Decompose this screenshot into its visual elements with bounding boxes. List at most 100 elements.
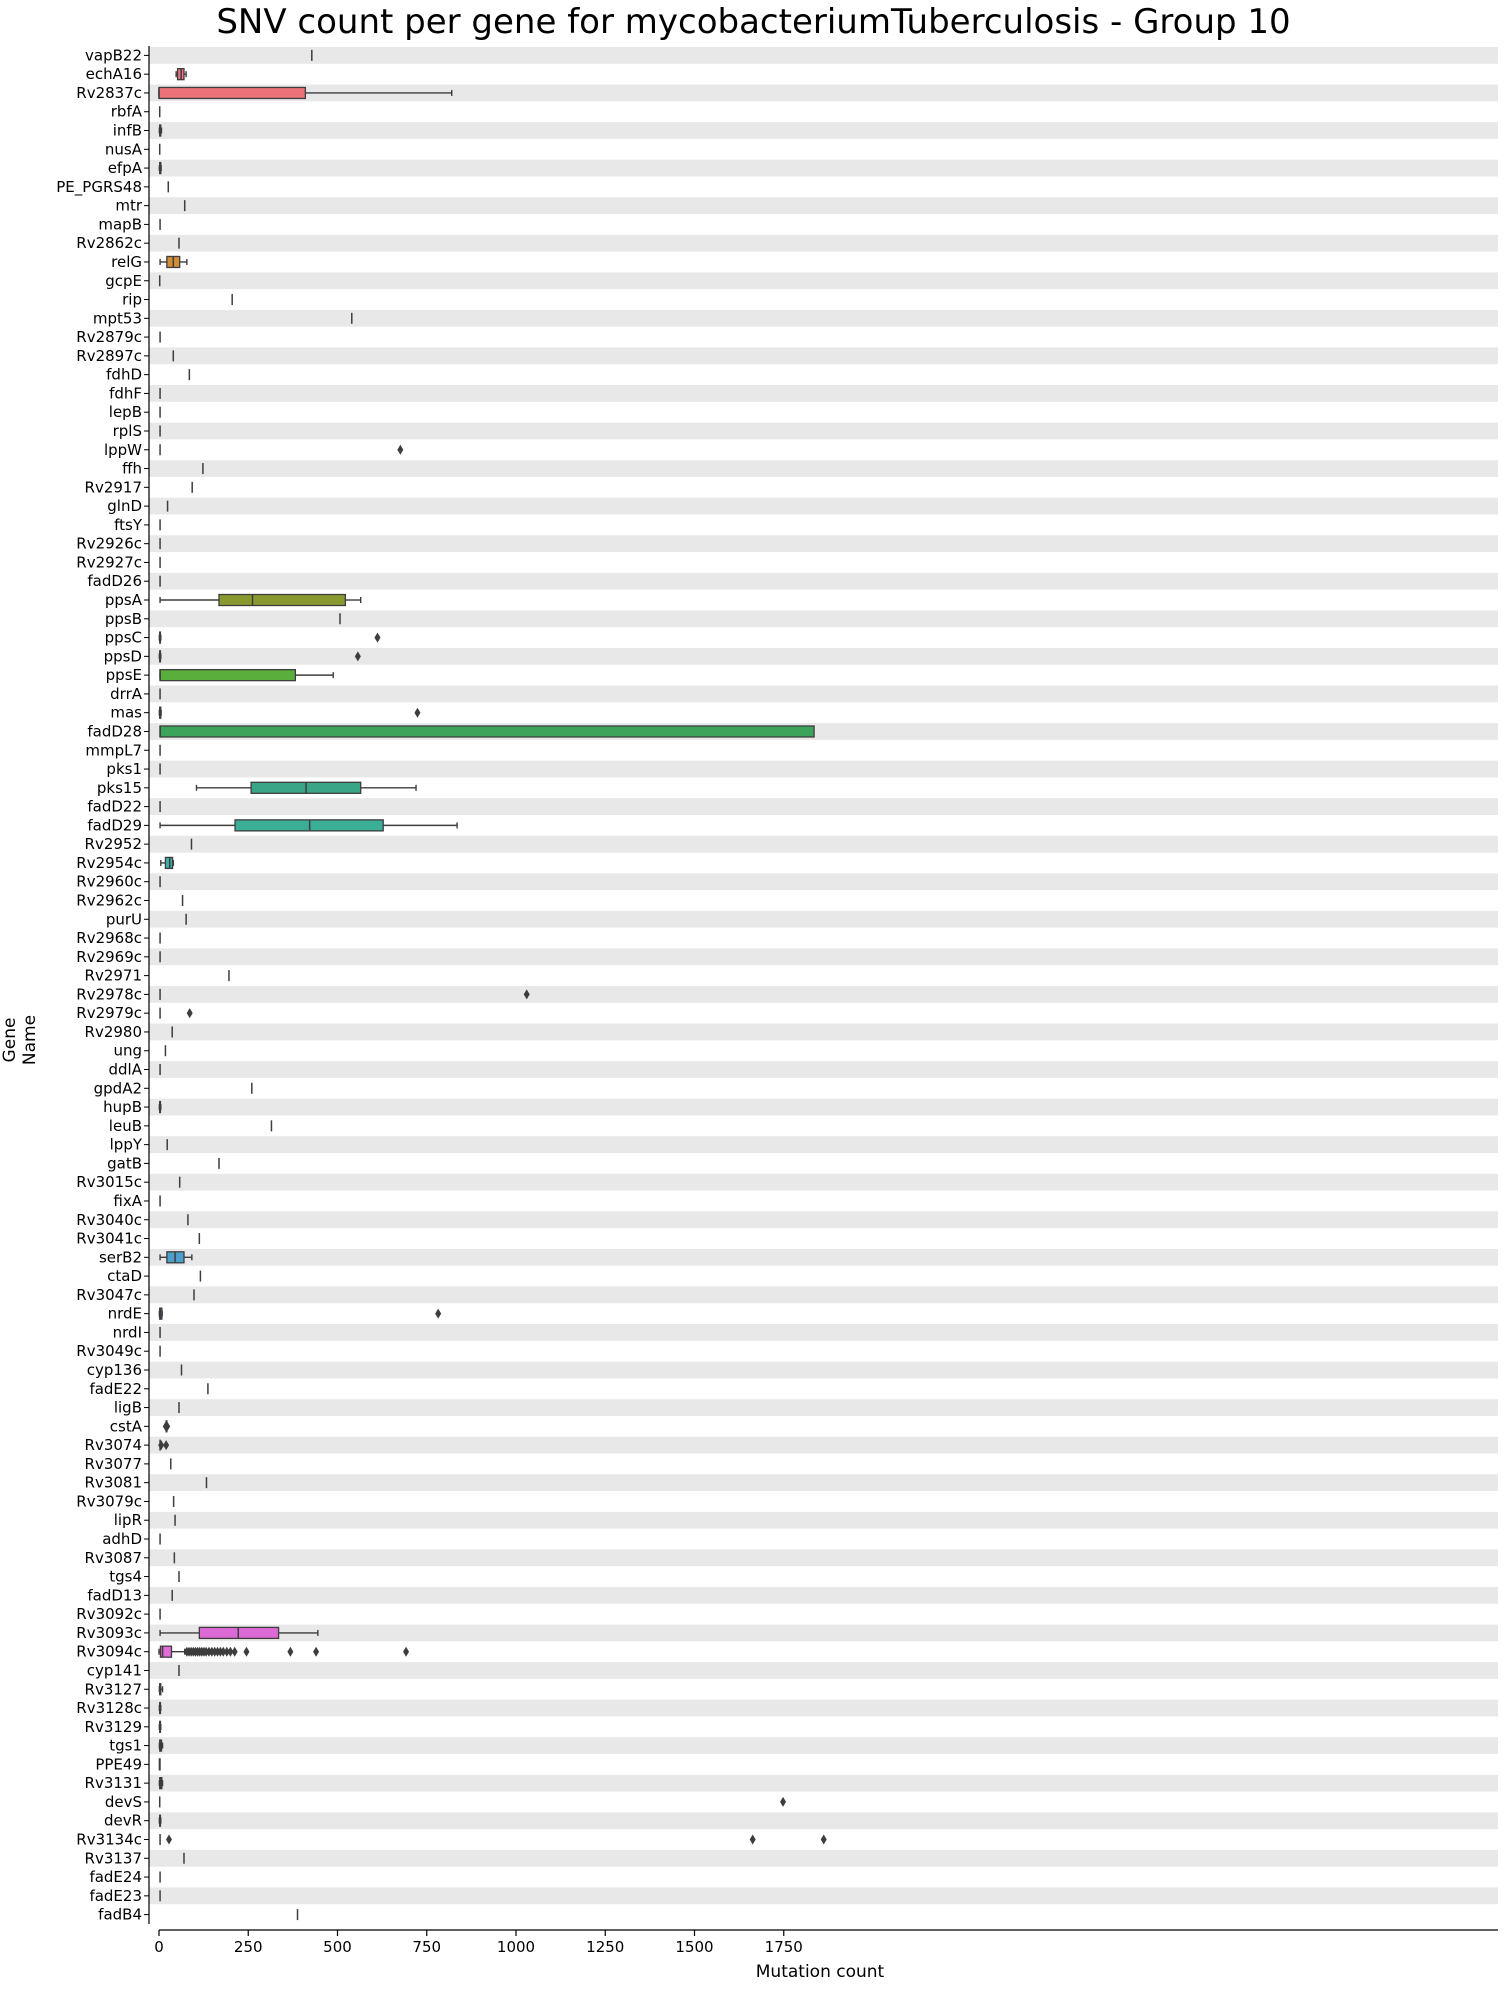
gene-label: relG bbox=[111, 253, 142, 271]
outlier-point bbox=[231, 1646, 238, 1657]
gene-label: fadD26 bbox=[87, 572, 142, 590]
gene-label: nrdI bbox=[113, 1323, 142, 1341]
row-band bbox=[149, 1211, 1498, 1229]
row-band bbox=[149, 572, 1498, 590]
gene-label: ppsA bbox=[105, 591, 143, 609]
gene-label: lppW bbox=[104, 441, 142, 459]
gene-label: Rv2978c bbox=[76, 985, 142, 1003]
x-tick-label: 0 bbox=[154, 1938, 164, 1956]
outlier-point bbox=[820, 1834, 827, 1845]
gene-label: Rv2971 bbox=[85, 967, 142, 985]
gene-label: ppsB bbox=[105, 610, 142, 628]
gene-label: mtr bbox=[115, 197, 142, 215]
gene-label: Rv3092c bbox=[76, 1605, 142, 1623]
x-tick-label: 250 bbox=[234, 1938, 263, 1956]
row-band bbox=[149, 1662, 1498, 1679]
outlier-point bbox=[397, 444, 404, 455]
gene-label: cyp136 bbox=[87, 1361, 142, 1379]
gene-label: lppY bbox=[110, 1136, 143, 1154]
outlier-point bbox=[435, 1308, 442, 1319]
row-band bbox=[149, 1849, 1498, 1867]
gene-label: Rv3134c bbox=[76, 1830, 142, 1848]
gene-label: ppsE bbox=[106, 666, 142, 684]
gene-label: Rv2927c bbox=[76, 553, 142, 571]
row-band bbox=[149, 497, 1498, 515]
gene-label: Rv2962c bbox=[76, 891, 142, 909]
gene-label: fadD22 bbox=[87, 798, 142, 816]
gene-label: gcpE bbox=[105, 272, 142, 290]
gene-label: devS bbox=[105, 1793, 142, 1811]
row-band bbox=[149, 1324, 1498, 1341]
gene-label: Rv2926c bbox=[76, 535, 142, 553]
gene-label: ddlA bbox=[109, 1061, 143, 1079]
row-band bbox=[149, 1549, 1498, 1567]
row-band bbox=[149, 197, 1498, 215]
row-band bbox=[149, 647, 1498, 665]
outlier-point bbox=[523, 989, 530, 1000]
row-band bbox=[149, 1399, 1498, 1416]
row-band bbox=[149, 1737, 1498, 1754]
box-iqr bbox=[159, 1645, 173, 1658]
x-tick-label: 1250 bbox=[586, 1938, 624, 1956]
gene-label: Rv2897c bbox=[76, 347, 142, 365]
outlier-point bbox=[163, 1440, 170, 1451]
gene-label: tgs1 bbox=[109, 1737, 142, 1755]
row-band bbox=[149, 234, 1498, 252]
row-band bbox=[149, 1624, 1498, 1642]
outlier-point bbox=[164, 1421, 171, 1432]
row-band bbox=[149, 347, 1498, 365]
box-iqr bbox=[159, 668, 297, 682]
row-band bbox=[149, 1474, 1498, 1492]
gene-label: Rv3137 bbox=[85, 1849, 142, 1867]
gene-label: drrA bbox=[110, 685, 143, 703]
row-band bbox=[149, 798, 1498, 815]
outlier-point bbox=[223, 1646, 230, 1657]
box-iqr bbox=[158, 86, 307, 100]
gene-label: Rv3049c bbox=[76, 1342, 142, 1360]
gene-label: Rv3131 bbox=[85, 1774, 142, 1792]
box-iqr bbox=[218, 593, 347, 607]
row-band bbox=[149, 47, 1498, 64]
gene-label: Rv3074 bbox=[85, 1436, 142, 1454]
gene-label: Rv3079c bbox=[76, 1492, 142, 1510]
gene-label: fadD13 bbox=[87, 1586, 142, 1604]
box-iqr bbox=[159, 725, 815, 738]
gene-label: fadD29 bbox=[87, 816, 142, 834]
gene-label: adhD bbox=[102, 1530, 142, 1548]
outlier-point bbox=[374, 632, 381, 643]
row-band bbox=[149, 910, 1498, 928]
row-band bbox=[149, 460, 1498, 477]
gene-label: nrdE bbox=[108, 1305, 142, 1323]
gene-label: echA16 bbox=[86, 65, 142, 83]
gene-label: serB2 bbox=[99, 1248, 142, 1266]
gene-label: Rv3015c bbox=[76, 1173, 142, 1191]
row-band bbox=[149, 159, 1498, 177]
row-band bbox=[149, 1812, 1498, 1830]
gene-label: efpA bbox=[108, 159, 143, 177]
row-band bbox=[149, 1436, 1498, 1454]
x-tick-label: 1500 bbox=[675, 1938, 713, 1956]
outlier-point bbox=[220, 1646, 227, 1657]
row-band bbox=[149, 122, 1498, 139]
gene-label: Rv3127 bbox=[85, 1680, 142, 1698]
gene-label: rplS bbox=[113, 422, 142, 440]
outlier-point bbox=[403, 1646, 410, 1657]
row-band bbox=[149, 610, 1498, 628]
gene-label: fdhF bbox=[109, 384, 142, 402]
gene-label: nusA bbox=[105, 140, 143, 158]
outlier-point bbox=[414, 707, 421, 718]
gene-label: purU bbox=[106, 910, 142, 928]
gene-label: Rv3047c bbox=[76, 1286, 142, 1304]
outlier-point bbox=[243, 1646, 250, 1657]
gene-label: Rv2954c bbox=[76, 854, 142, 872]
outlier-point bbox=[158, 1440, 165, 1451]
gene-label: pks1 bbox=[106, 760, 142, 778]
gene-label: PE_PGRS48 bbox=[56, 178, 142, 197]
gene-label: ffh bbox=[122, 460, 142, 478]
row-band bbox=[149, 1023, 1498, 1041]
gene-label: Rv2979c bbox=[76, 1004, 142, 1022]
gene-label: fadE24 bbox=[89, 1868, 142, 1886]
row-band bbox=[149, 835, 1498, 853]
gene-label: ppsC bbox=[105, 629, 142, 647]
